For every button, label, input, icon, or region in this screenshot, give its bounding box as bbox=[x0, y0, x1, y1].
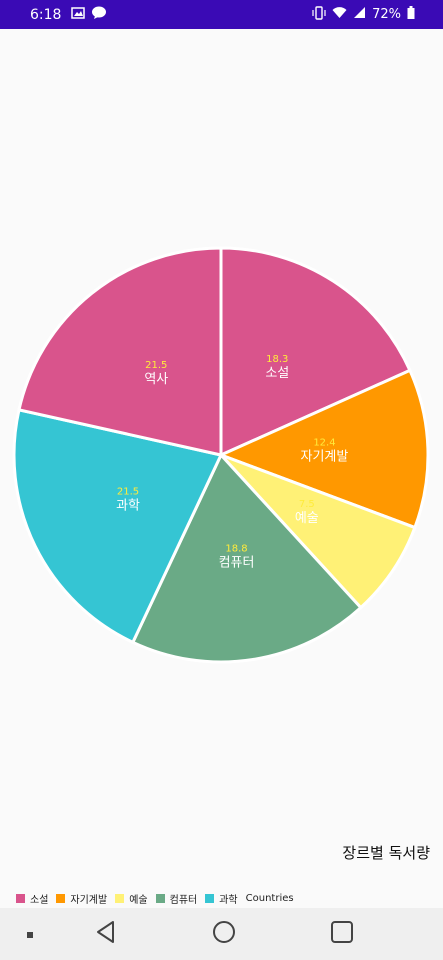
square-icon bbox=[330, 920, 354, 948]
pie-slice-4[interactable] bbox=[12, 408, 224, 645]
legend-item: 컴퓨터 bbox=[155, 891, 198, 906]
home-button[interactable] bbox=[194, 908, 254, 960]
pie-slice-1[interactable] bbox=[217, 368, 430, 530]
slice-value-label: 21.5 bbox=[145, 360, 167, 371]
slice-name-label: 역사 bbox=[144, 372, 168, 387]
slice-value-label: 18.3 bbox=[266, 354, 288, 365]
legend-label: 컴퓨터 bbox=[169, 895, 198, 906]
legend-swatch bbox=[155, 894, 165, 903]
recent-apps-button[interactable] bbox=[0, 908, 60, 960]
gallery-icon bbox=[71, 6, 86, 23]
slice-name-label: 컴퓨터 bbox=[219, 555, 255, 570]
legend-label: 자기계발 bbox=[70, 895, 108, 906]
home-icon bbox=[212, 920, 236, 948]
legend-label: 소설 bbox=[30, 895, 49, 906]
pie-slice-0[interactable] bbox=[219, 246, 412, 458]
vibrate-icon bbox=[312, 5, 326, 24]
pie-slice-2[interactable] bbox=[219, 453, 417, 610]
slice-value-label: 18.8 bbox=[225, 543, 247, 554]
chart-description: 장르별 독서량 bbox=[342, 844, 430, 862]
slice-name-label: 예술 bbox=[295, 511, 319, 526]
legend-swatch bbox=[205, 894, 215, 903]
status-bar: 6:18 72% bbox=[0, 0, 443, 29]
back-icon bbox=[95, 920, 117, 948]
pie-slice-3[interactable] bbox=[130, 452, 363, 664]
legend-item: 소설 bbox=[16, 891, 48, 906]
slice-value-label: 21.5 bbox=[117, 487, 139, 498]
status-time: 6:18 bbox=[30, 6, 62, 23]
slice-name-label: 자기계발 bbox=[301, 450, 349, 465]
legend-swatch bbox=[16, 894, 25, 903]
legend-label: 과학 bbox=[219, 895, 238, 906]
legend-item: 자기계발 bbox=[56, 891, 107, 906]
overview-button[interactable] bbox=[312, 908, 372, 960]
chart-legend: 소설 자기계발 예술 컴퓨터 과학 Countries bbox=[16, 891, 294, 906]
legend-swatch bbox=[115, 894, 125, 903]
back-button[interactable] bbox=[76, 908, 136, 960]
legend-swatch bbox=[56, 894, 66, 903]
slice-name-label: 과학 bbox=[116, 499, 140, 514]
slice-value-label: 12.4 bbox=[313, 438, 335, 449]
battery-icon bbox=[407, 6, 415, 23]
pie-slice-5[interactable] bbox=[17, 246, 223, 457]
slice-value-label: 7.5 bbox=[299, 499, 315, 510]
signal-icon bbox=[353, 6, 366, 23]
pie-chart-area: 18.3 소설 12.4 자기계발 7.5 예술 18.8 컴퓨터 21.5 과학 21.5 역사 장… bbox=[0, 29, 443, 908]
legend-title: Countries bbox=[245, 893, 294, 904]
slice-name-label: 소설 bbox=[265, 366, 289, 381]
battery-text: 72% bbox=[372, 7, 401, 22]
legend-label: 예술 bbox=[129, 895, 148, 906]
legend-item: 예술 bbox=[115, 891, 148, 906]
recent-apps-icon bbox=[25, 925, 35, 944]
chat-icon bbox=[91, 6, 107, 24]
wifi-icon bbox=[332, 6, 347, 23]
legend-item: 과학 bbox=[205, 891, 238, 906]
navigation-bar bbox=[0, 908, 443, 960]
